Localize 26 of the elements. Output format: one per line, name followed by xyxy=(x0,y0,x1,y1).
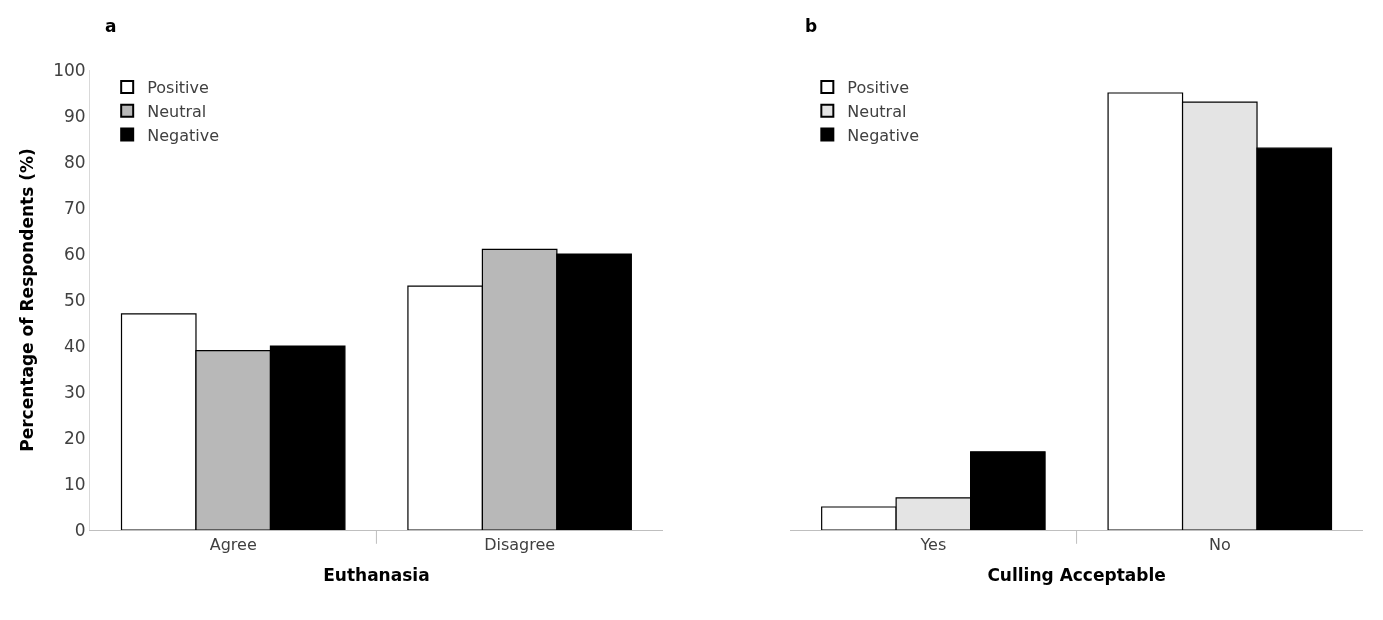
y-tick-label: 20 xyxy=(63,427,86,448)
x-axis-title: Euthanasia xyxy=(323,564,430,585)
x-axis-title: Culling Acceptable xyxy=(987,564,1166,585)
legend-label: Neutral xyxy=(147,101,207,121)
chart-title: b xyxy=(805,16,818,36)
y-tick-label: 40 xyxy=(63,335,86,356)
y-tick-label: 50 xyxy=(63,289,86,310)
y-tick-label: 90 xyxy=(63,105,86,126)
legend-label: Positive xyxy=(847,78,910,98)
legend-label: Negative xyxy=(147,125,219,145)
y-tick-label: 80 xyxy=(63,151,86,172)
x-tick-label: No xyxy=(1208,535,1231,555)
y-tick-label: 100 xyxy=(53,59,86,80)
legend-label: Neutral xyxy=(847,101,907,121)
x-tick-label: Disagree xyxy=(484,535,556,555)
legend-label: Positive xyxy=(147,78,209,98)
y-tick-label: 30 xyxy=(63,381,86,402)
x-tick-label: Yes xyxy=(919,535,947,555)
y-tick-label: 60 xyxy=(63,243,86,264)
x-tick-label: Agree xyxy=(209,535,257,555)
y-tick-label: 10 xyxy=(63,473,86,494)
chart-title: a xyxy=(105,16,117,36)
legend-label: Negative xyxy=(847,125,920,145)
y-tick-label: 0 xyxy=(74,519,86,540)
y-axis-title: Percentage of Respondents (%) xyxy=(16,148,37,452)
y-tick-label: 70 xyxy=(63,197,86,218)
